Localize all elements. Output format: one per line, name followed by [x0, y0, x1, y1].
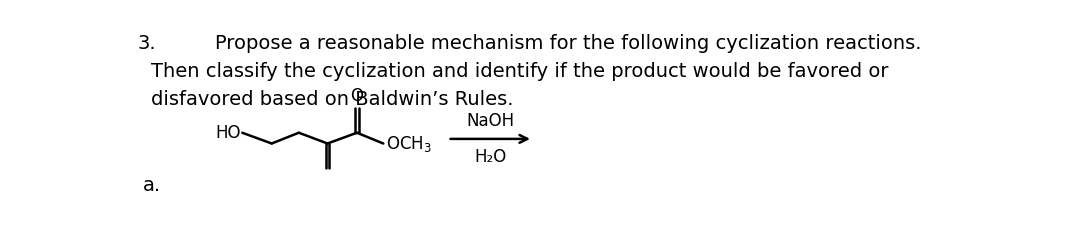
Text: OCH$_3$: OCH$_3$ — [386, 133, 432, 153]
Text: O: O — [351, 87, 364, 105]
Text: HO: HO — [215, 124, 241, 142]
Text: Then classify the cyclization and identify if the product would be favored or: Then classify the cyclization and identi… — [151, 62, 888, 81]
Text: a.: a. — [143, 176, 162, 195]
Text: Propose a reasonable mechanism for the following cyclization reactions.: Propose a reasonable mechanism for the f… — [215, 34, 921, 53]
Text: 3.: 3. — [138, 34, 156, 53]
Text: disfavored based on Baldwin’s Rules.: disfavored based on Baldwin’s Rules. — [151, 90, 514, 109]
Text: NaOH: NaOH — [467, 112, 515, 130]
Text: H₂O: H₂O — [474, 148, 506, 166]
